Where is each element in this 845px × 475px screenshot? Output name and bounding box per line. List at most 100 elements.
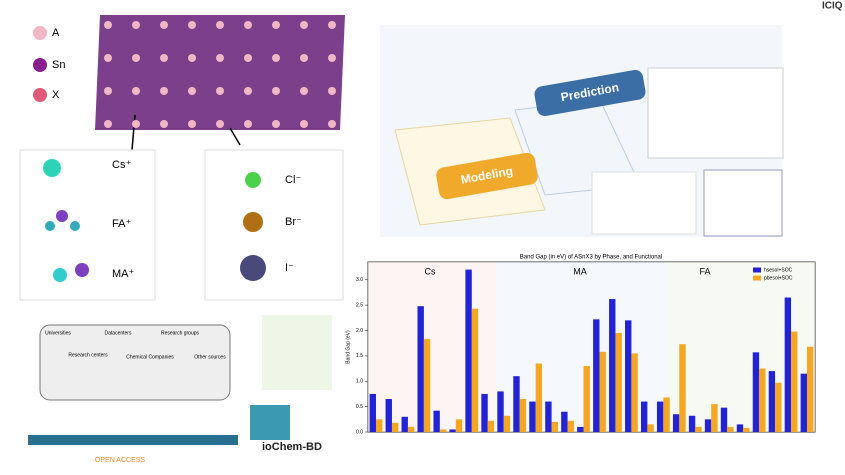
group-label: MA xyxy=(573,266,587,276)
y-tick-label: 1.0 xyxy=(356,379,363,385)
bar xyxy=(775,382,782,432)
legend-x: X xyxy=(52,89,60,101)
bar xyxy=(672,414,680,432)
y-tick-label: 1.5 xyxy=(356,353,363,359)
bar xyxy=(704,419,712,432)
crystal-atom xyxy=(328,120,336,128)
bar xyxy=(743,427,750,432)
crystal-atom xyxy=(300,54,308,62)
cation-box xyxy=(19,149,156,301)
bar xyxy=(369,393,376,432)
legend-swatch xyxy=(753,275,761,281)
crystal-atom xyxy=(160,87,168,95)
bar xyxy=(599,351,606,432)
bar xyxy=(577,426,584,432)
bar xyxy=(736,424,744,432)
crystal-atom xyxy=(132,21,140,29)
bar xyxy=(752,352,760,432)
bar xyxy=(631,353,638,432)
fa-icon xyxy=(45,210,80,231)
bar xyxy=(768,371,776,432)
crystal-atom xyxy=(216,87,224,95)
bar xyxy=(375,419,383,432)
legend-sn: Sn xyxy=(52,59,65,71)
bar xyxy=(471,308,479,432)
prediction-block xyxy=(534,69,646,117)
bar xyxy=(481,393,488,432)
crystal-atom xyxy=(244,120,252,128)
y-tick-label: 0.5 xyxy=(356,404,363,410)
cs-icon xyxy=(43,159,61,177)
bar xyxy=(391,422,399,432)
source: Universities xyxy=(45,330,71,336)
bar xyxy=(583,366,590,432)
bar xyxy=(609,299,616,432)
arrow xyxy=(229,127,241,146)
legend-a: A xyxy=(52,27,60,39)
crystal-atom xyxy=(188,54,196,62)
crystal-atom xyxy=(272,54,280,62)
bar xyxy=(800,373,808,432)
band-structure xyxy=(647,67,784,159)
cation: Cs⁺ xyxy=(112,159,131,171)
absorption-plot xyxy=(703,169,783,237)
bar xyxy=(807,346,814,432)
bar xyxy=(487,420,495,432)
anion: Cl⁻ xyxy=(285,174,301,186)
bar xyxy=(656,401,664,432)
exciton-plot xyxy=(591,171,697,235)
bar xyxy=(561,411,568,432)
bar xyxy=(615,333,622,432)
crystal-atom xyxy=(244,21,252,29)
modeling-block xyxy=(436,152,538,200)
bar xyxy=(417,306,424,432)
source: Chemical Companies xyxy=(126,354,174,360)
crystal-atom xyxy=(132,87,140,95)
bar xyxy=(513,376,520,432)
y-tick-label: 2.5 xyxy=(356,302,363,308)
bar xyxy=(433,410,440,432)
anion: I⁻ xyxy=(285,262,294,274)
logo: ICIQ xyxy=(822,1,843,12)
sources-panel xyxy=(39,324,231,401)
bar xyxy=(551,421,558,432)
crystal-atom xyxy=(132,54,140,62)
bar xyxy=(593,319,600,432)
bar xyxy=(784,297,792,432)
cubes xyxy=(250,405,290,440)
crystal-atom xyxy=(188,21,196,29)
bar xyxy=(711,404,718,432)
crystal-atom xyxy=(104,87,112,95)
open-access: OPEN ACCESS xyxy=(95,457,146,464)
bar xyxy=(407,426,415,432)
crystal-atom xyxy=(328,87,336,95)
crystal-atom xyxy=(328,21,336,29)
bar xyxy=(679,344,686,432)
bar xyxy=(535,363,543,432)
group-label: FA xyxy=(699,266,710,276)
bar xyxy=(529,401,536,432)
crystal-atom xyxy=(188,87,196,95)
bar xyxy=(519,399,527,432)
source: Other sources xyxy=(194,354,226,360)
crystal-atom xyxy=(272,87,280,95)
bar xyxy=(647,424,654,432)
bar xyxy=(439,429,447,432)
bar xyxy=(640,401,648,432)
crystal-atom xyxy=(132,120,140,128)
data-bar xyxy=(28,435,238,445)
crystal-atom xyxy=(104,120,112,128)
chart-title: Band Gap (in eV) of ASnX3 by Phase, and … xyxy=(520,255,662,261)
crystal-atom xyxy=(104,54,112,62)
legend-label: hsesol+SOC xyxy=(764,267,793,273)
i-icon xyxy=(240,255,266,281)
y-axis-label: Band Gap (eV) xyxy=(345,330,351,364)
crystal-atom xyxy=(272,120,280,128)
bar xyxy=(663,397,670,432)
br-icon xyxy=(243,212,263,232)
legend-swatch xyxy=(753,267,761,273)
source: Research centers xyxy=(68,352,108,358)
crystal xyxy=(95,15,345,130)
bar xyxy=(545,401,552,432)
